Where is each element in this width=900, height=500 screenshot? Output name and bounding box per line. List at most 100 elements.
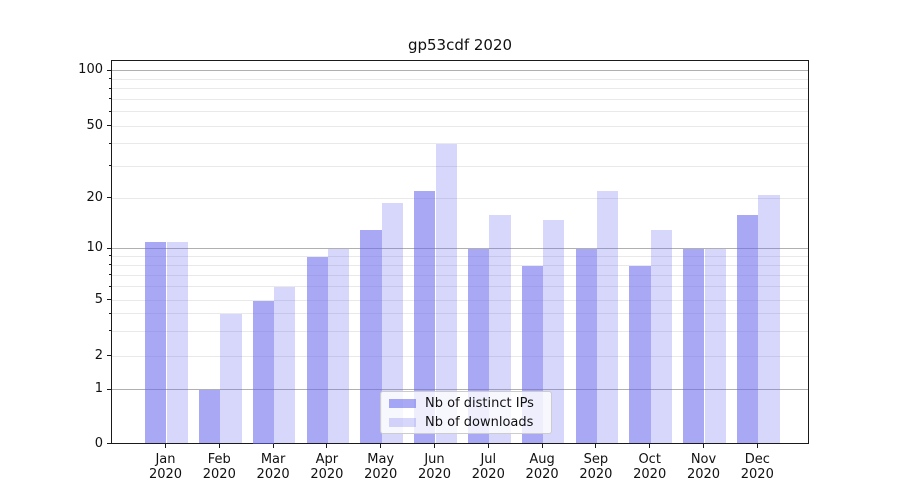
bar-downloads-sep [596,191,619,444]
bar-downloads-feb [220,314,242,444]
minor-gridline [112,286,808,287]
x-axis-tick [218,444,220,448]
x-axis-tick-label: Sep 2020 [579,452,613,482]
legend-entry-distinct-ips: Nb of distinct IPs [389,396,551,411]
x-axis-tick [326,444,328,448]
x-axis-tick-label: Apr 2020 [310,452,344,482]
legend: Nb of distinct IPs Nb of downloads [380,391,552,434]
x-axis-tick-label: Dec 2020 [740,452,774,482]
legend-entry-downloads: Nb of downloads [389,415,551,430]
x-axis-tick [434,444,435,448]
bar-distinct-ips-oct [629,265,651,444]
minor-gridline [112,143,808,145]
plot-area [111,60,809,444]
y-axis-tick-label: 1 [94,381,103,397]
x-axis-tick-label: Oct 2020 [633,452,667,482]
y-axis-minor-tick [108,264,111,266]
bar-downloads-aug [543,219,565,444]
x-axis-tick-label: Jul 2020 [471,452,505,482]
bar-downloads-jul [489,215,511,444]
bar-downloads-may [381,202,403,444]
legend-label-distinct-ips: Nb of distinct IPs [425,395,534,411]
bar-downloads-mar [274,287,296,444]
bar-downloads-nov [704,249,726,444]
minor-gridline [112,98,808,100]
y-axis-tick-label: 5 [94,291,103,307]
minor-gridline [112,111,808,113]
minor-gridline [112,274,808,276]
y-axis-minor-tick [108,274,111,276]
y-axis-tick-label: 10 [86,240,103,256]
y-axis-tick [107,69,111,71]
minor-gridline [112,88,808,90]
y-axis-minor-tick [108,355,111,356]
bar-distinct-ips-nov [683,249,705,444]
y-axis-minor-tick [108,299,111,300]
bar-downloads-jun [435,144,457,444]
y-axis-tick-label: 50 [86,117,103,133]
bar-distinct-ips-mar [252,300,275,444]
y-axis-tick-label: 2 [94,347,103,363]
bar-downloads-dec [758,195,780,444]
bar-distinct-ips-feb [199,390,221,444]
minor-gridline [112,299,808,301]
y-axis-minor-tick [108,312,111,314]
minor-gridline [112,255,808,257]
bar-downloads-apr [327,249,350,444]
x-axis-tick [165,444,166,448]
x-axis-tick-label: Aug 2020 [525,452,559,482]
y-axis-tick-label: 100 [78,62,103,78]
x-axis-tick-label: Mar 2020 [256,452,290,482]
legend-swatch-downloads [389,417,416,427]
bar-downloads-oct [650,230,672,444]
bar-distinct-ips-dec [737,215,759,444]
y-axis-tick-label: 20 [86,189,103,205]
y-axis-tick-label: 0 [94,435,103,451]
y-axis-minor-tick [108,165,111,167]
y-axis-minor-tick [108,142,111,144]
x-axis-tick [541,444,543,448]
legend-label-downloads: Nb of downloads [425,414,534,430]
legend-swatch-distinct-ips [389,398,416,408]
y-axis-minor-tick [108,110,111,112]
major-gridline [112,389,808,391]
y-axis-minor-tick [108,98,111,100]
x-axis-tick-label: May 2020 [364,452,398,482]
x-axis-tick [595,444,597,448]
minor-gridline [112,78,808,80]
x-axis-tick-label: Feb 2020 [202,452,236,482]
bar-downloads-jan [166,242,188,444]
major-gridline [112,70,808,72]
x-axis-tick-label: Jun 2020 [417,452,452,482]
bar-distinct-ips-may [360,230,382,444]
y-axis-minor-tick [108,285,111,287]
x-axis-tick [649,444,651,448]
minor-gridline [112,264,808,266]
y-axis-minor-tick [108,78,111,80]
major-gridline [112,248,808,250]
minor-gridline [112,355,808,357]
x-axis-tick [272,444,274,448]
y-axis-minor-tick [108,125,111,127]
x-axis-tick-label: Jan 2020 [148,452,183,482]
x-axis-tick [703,444,704,448]
bar-distinct-ips-sep [575,249,597,444]
x-axis-tick [380,444,382,448]
minor-gridline [112,125,808,127]
minor-gridline [112,197,808,199]
y-axis-tick [107,443,111,444]
y-axis-minor-tick [108,255,111,257]
bar-distinct-ips-apr [306,256,328,444]
y-axis-tick [107,247,111,249]
x-axis-tick [756,444,758,448]
chart-title: gp53cdf 2020 [407,36,513,54]
bar-distinct-ips-jan [145,242,167,444]
x-axis-tick-label: Nov 2020 [686,452,721,482]
y-axis-minor-tick [108,330,111,332]
y-axis-minor-tick [108,87,111,89]
minor-gridline [112,330,808,332]
bar-distinct-ips-jun [414,191,436,444]
x-axis-tick [487,444,489,448]
y-axis-minor-tick [108,197,111,199]
